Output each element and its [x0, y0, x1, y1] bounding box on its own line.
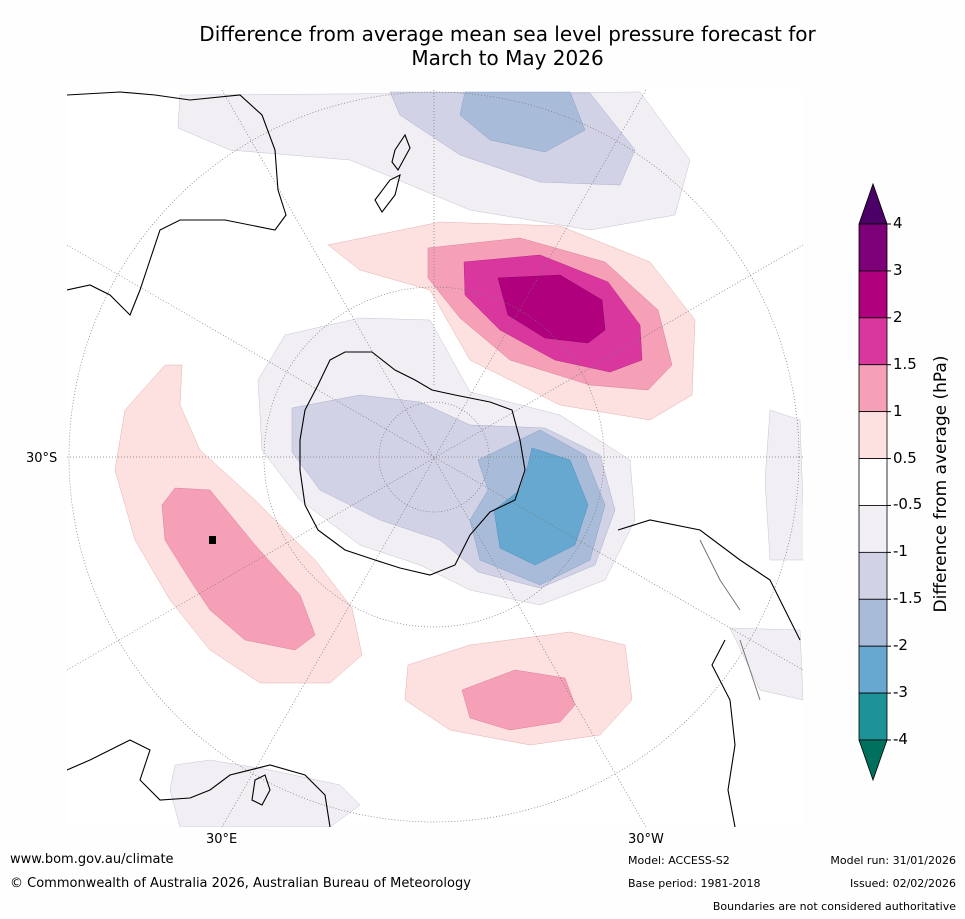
- colorbar-swatch: [858, 223, 888, 272]
- colorbar-tick-label: -0.5: [893, 495, 923, 514]
- anomaly-region-southwest-light: [169, 759, 361, 827]
- australia-coast: [67, 91, 287, 316]
- colorbar-swatch: [858, 270, 888, 319]
- lon-label-30w: 30°W: [628, 832, 664, 847]
- map-title-line1: Difference from average mean sea level p…: [199, 22, 816, 46]
- colorbar-tick-label: 2: [893, 307, 903, 326]
- country-borders: [699, 539, 761, 701]
- lat-label-30s: 30°S: [26, 451, 58, 466]
- lon-label-30e: 30°E: [206, 832, 238, 847]
- island-kerguelen: [209, 536, 216, 544]
- colorbar-tick-label: 1.5: [893, 354, 917, 373]
- colorbar-tick-label: 4: [893, 214, 903, 232]
- colorbar-extend-min: [858, 739, 888, 782]
- footer-disclaimer: Boundaries are not considered authoritat…: [712, 900, 956, 913]
- colorbar-tick-label: -4: [893, 730, 908, 748]
- colorbar-tick-label: 3: [893, 260, 903, 279]
- anomaly-region-indian-pos-mid: [161, 487, 316, 651]
- colorbar-swatch: [858, 551, 888, 600]
- colorbar-swatch: [858, 317, 888, 366]
- colorbar: [858, 182, 891, 782]
- footer-model: Model: ACCESS-S2: [628, 854, 730, 867]
- colorbar-tick-label: -1.5: [893, 589, 923, 608]
- colorbar-swatch: [858, 598, 888, 647]
- footer-model-run: Model run: 31/01/2026: [830, 854, 956, 867]
- colorbar-tick-label: 0.5: [893, 448, 917, 467]
- colorbar-swatch: [858, 411, 888, 459]
- colorbar-extend-max: [858, 182, 888, 225]
- anomaly-region-pacific-pos-core: [497, 274, 606, 344]
- colorbar-swatch: [858, 505, 888, 553]
- colorbar-label: Difference from average (hPa): [931, 355, 951, 613]
- footer-copyright: © Commonwealth of Australia 2026, Austra…: [10, 876, 471, 891]
- footer-issued: Issued: 02/02/2026: [849, 877, 956, 890]
- graticule: [67, 90, 803, 827]
- colorbar-tick-label: -3: [893, 683, 908, 702]
- colorbar-tick-label: -2: [893, 636, 908, 655]
- antarctica-coast: [299, 351, 526, 576]
- colorbar-tick-label: -1: [893, 542, 908, 561]
- coastlines: [67, 91, 801, 827]
- south-america-coast: [617, 519, 801, 827]
- colorbar-tick-label: 1: [893, 401, 903, 420]
- anomaly-region-north-strong: [459, 91, 586, 153]
- anomaly-region-east-light: [764, 409, 803, 561]
- footer-url[interactable]: www.bom.gov.au/climate: [10, 852, 174, 867]
- colorbar-swatch: [858, 364, 888, 413]
- anomaly-region-south-america-core: [493, 447, 589, 566]
- africa-coast: [67, 739, 331, 827]
- new-zealand-coast: [374, 133, 411, 213]
- map-title-line2: March to May 2026: [411, 46, 604, 70]
- colorbar-swatch: [858, 458, 888, 506]
- colorbar-swatch: [858, 645, 888, 694]
- footer-base-period: Base period: 1981-2018: [628, 877, 761, 890]
- colorbar-swatch: [858, 692, 888, 741]
- anomaly-region-atlantic-pos-mid: [461, 669, 576, 731]
- madagascar-coast: [251, 774, 271, 806]
